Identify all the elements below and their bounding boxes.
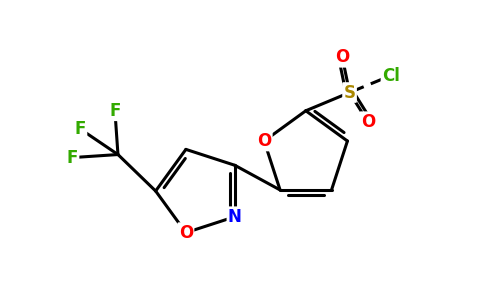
- Text: O: O: [361, 113, 375, 131]
- Text: O: O: [179, 224, 193, 242]
- Text: N: N: [228, 208, 242, 226]
- Text: Cl: Cl: [382, 67, 400, 85]
- Text: S: S: [344, 83, 356, 101]
- Text: O: O: [257, 132, 272, 150]
- Text: F: F: [67, 148, 78, 166]
- Text: F: F: [109, 102, 121, 120]
- Text: F: F: [75, 120, 86, 138]
- Text: O: O: [335, 48, 349, 66]
